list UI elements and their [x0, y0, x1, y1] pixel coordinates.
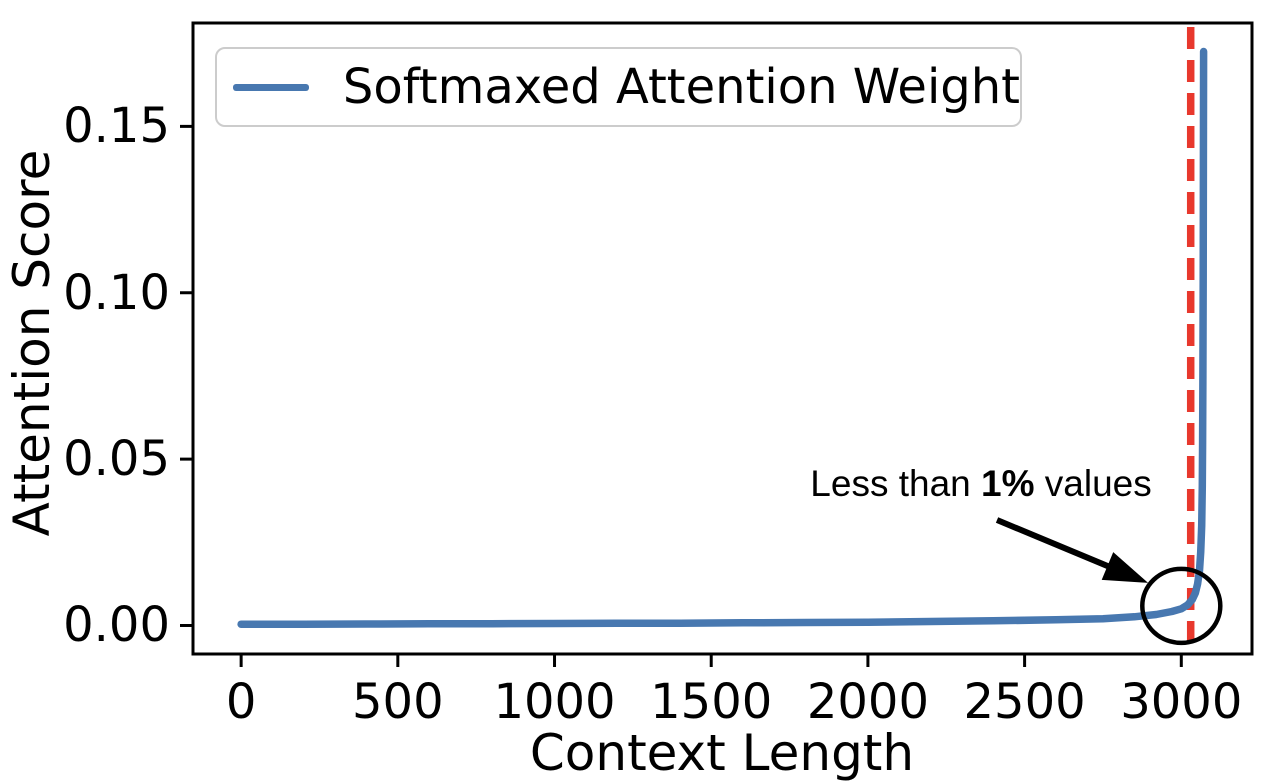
legend-label: Softmaxed Attention Weight: [342, 59, 1020, 115]
x-tick-label: 0: [225, 674, 257, 730]
annotation-arrow-shaft: [995, 517, 1116, 572]
x-axis-label: Context Length: [529, 724, 915, 782]
series-line: [237, 47, 1208, 628]
y-tick-label: 0.05: [63, 431, 170, 488]
y-tick-label: 0.10: [63, 264, 170, 321]
y-tick-label: 0.00: [63, 597, 170, 654]
x-tick-label: 3000: [1120, 674, 1243, 730]
legend-line-sample: [233, 83, 309, 91]
y-axis-label: Attention Score: [3, 149, 61, 537]
y-tick-label: 0.15: [63, 98, 170, 155]
plot-frame: [191, 21, 1254, 656]
x-tick-label: 1500: [650, 674, 773, 730]
legend: Softmaxed Attention Weight: [215, 47, 1022, 127]
annotation-text-bold: 1%: [981, 463, 1035, 505]
annotation-circle: [1140, 566, 1223, 646]
annotation-text-suffix: values: [1034, 463, 1152, 505]
annotation-text: Less than 1% values: [810, 463, 1151, 505]
annotation-arrow-head: [1101, 552, 1149, 583]
x-tick-label: 2500: [963, 674, 1086, 730]
annotation-text-prefix: Less than: [810, 463, 982, 505]
x-tick-label: 500: [352, 674, 444, 730]
x-tick-label: 1000: [493, 674, 616, 730]
x-tick-label: 2000: [806, 674, 929, 730]
